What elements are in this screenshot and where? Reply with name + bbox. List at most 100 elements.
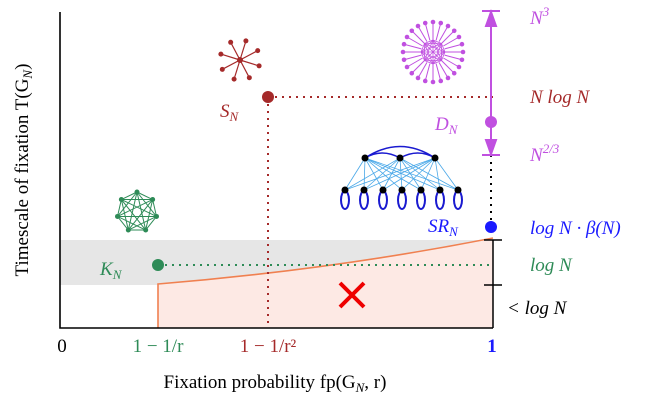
icon-part xyxy=(402,57,407,62)
icon-part xyxy=(237,57,243,63)
icon-part xyxy=(232,77,237,82)
icon-part xyxy=(439,26,448,42)
icon-part xyxy=(441,31,454,44)
icon-part xyxy=(154,214,159,219)
icon-part xyxy=(432,155,439,162)
icon-part xyxy=(460,42,465,47)
icon-part xyxy=(436,23,441,40)
icon-part xyxy=(412,60,425,73)
icon-part xyxy=(431,20,436,25)
icon-part xyxy=(409,28,414,33)
x-tick: 1 xyxy=(487,336,497,357)
icon-part xyxy=(121,192,137,200)
icon-part xyxy=(143,228,148,233)
icon-part xyxy=(402,158,435,190)
icon-part xyxy=(397,155,404,162)
right-label: < log N xyxy=(507,298,568,319)
icon-part xyxy=(402,42,407,47)
point-label: SN xyxy=(220,101,240,124)
icon-part xyxy=(460,57,465,62)
icon-part xyxy=(443,58,459,67)
icon-part xyxy=(150,197,155,202)
point xyxy=(262,91,274,103)
icon-part xyxy=(341,191,349,209)
icon-part xyxy=(404,55,421,60)
icon-part xyxy=(423,21,428,26)
icons xyxy=(115,20,465,233)
icon-part xyxy=(457,35,462,40)
icon-part xyxy=(379,191,387,209)
x-tick: 1 − 1/r xyxy=(133,336,184,357)
icon-part xyxy=(446,24,451,29)
icon-part xyxy=(452,28,457,33)
icon-part xyxy=(455,187,462,194)
icon-part xyxy=(255,48,260,53)
icon-part xyxy=(416,76,421,81)
icon-part xyxy=(418,187,425,194)
icon-part xyxy=(228,40,233,45)
icon-part xyxy=(418,62,427,78)
icon-part xyxy=(400,158,440,190)
icon-part xyxy=(407,58,423,67)
icon-part xyxy=(404,44,421,49)
icon-part xyxy=(364,158,365,190)
icon-part xyxy=(115,214,120,219)
point-label: DN xyxy=(434,114,459,137)
icon-part xyxy=(401,50,406,55)
icon-part xyxy=(446,76,451,81)
icon-part xyxy=(441,60,454,73)
icon-part xyxy=(361,187,368,194)
icon-part xyxy=(409,71,414,76)
icon-part xyxy=(436,64,441,81)
icon-part xyxy=(436,191,444,209)
icon-part xyxy=(405,35,410,40)
icon-part xyxy=(126,228,131,233)
icon-part xyxy=(135,190,140,195)
icon-part xyxy=(439,62,448,78)
icon-part xyxy=(119,197,124,202)
icon-part xyxy=(364,158,400,190)
x-tick: 0 xyxy=(57,336,67,357)
right-label: N2/3 xyxy=(529,141,560,166)
right-label: log N xyxy=(530,255,573,276)
icon-part xyxy=(423,79,428,84)
icon-part xyxy=(443,37,459,46)
icon-part xyxy=(437,187,444,194)
icon-part xyxy=(435,158,458,190)
icon-part xyxy=(243,38,248,43)
y-label: Timescale of fixation T(GN) xyxy=(12,64,35,277)
icon-part xyxy=(218,52,223,57)
icon-part xyxy=(342,187,349,194)
icon-part xyxy=(452,71,457,76)
icon-part xyxy=(418,26,427,42)
point xyxy=(485,116,497,128)
icon-part xyxy=(457,65,462,70)
icon-part xyxy=(417,191,425,209)
right-label: log N · β(N) xyxy=(530,218,621,239)
icon-part xyxy=(461,50,466,55)
right-label: N3 xyxy=(529,4,550,29)
right-label: N log N xyxy=(529,87,590,108)
icon-part xyxy=(454,191,462,209)
icon-part xyxy=(416,24,421,29)
icon-part xyxy=(445,55,462,60)
icon-part xyxy=(220,67,225,72)
icon-part xyxy=(345,158,365,190)
icon-part xyxy=(407,37,423,46)
icon-part xyxy=(425,23,430,40)
icon-part xyxy=(137,192,153,200)
icon-part xyxy=(405,65,410,70)
icon-part xyxy=(257,63,262,68)
point-label: SRN xyxy=(428,216,459,239)
icon-part xyxy=(431,80,436,85)
icon-part xyxy=(345,158,435,190)
point xyxy=(485,221,497,233)
icon-part xyxy=(438,79,443,84)
x-label: Fixation probability fp(GN, r) xyxy=(164,372,387,395)
icon-part xyxy=(364,158,435,190)
icon-part xyxy=(445,44,462,49)
icon-part xyxy=(435,158,440,190)
icon-part xyxy=(438,21,443,26)
icon-part xyxy=(362,155,369,162)
diagram: Timescale of fixation T(GN) Fixation pro… xyxy=(0,0,663,401)
